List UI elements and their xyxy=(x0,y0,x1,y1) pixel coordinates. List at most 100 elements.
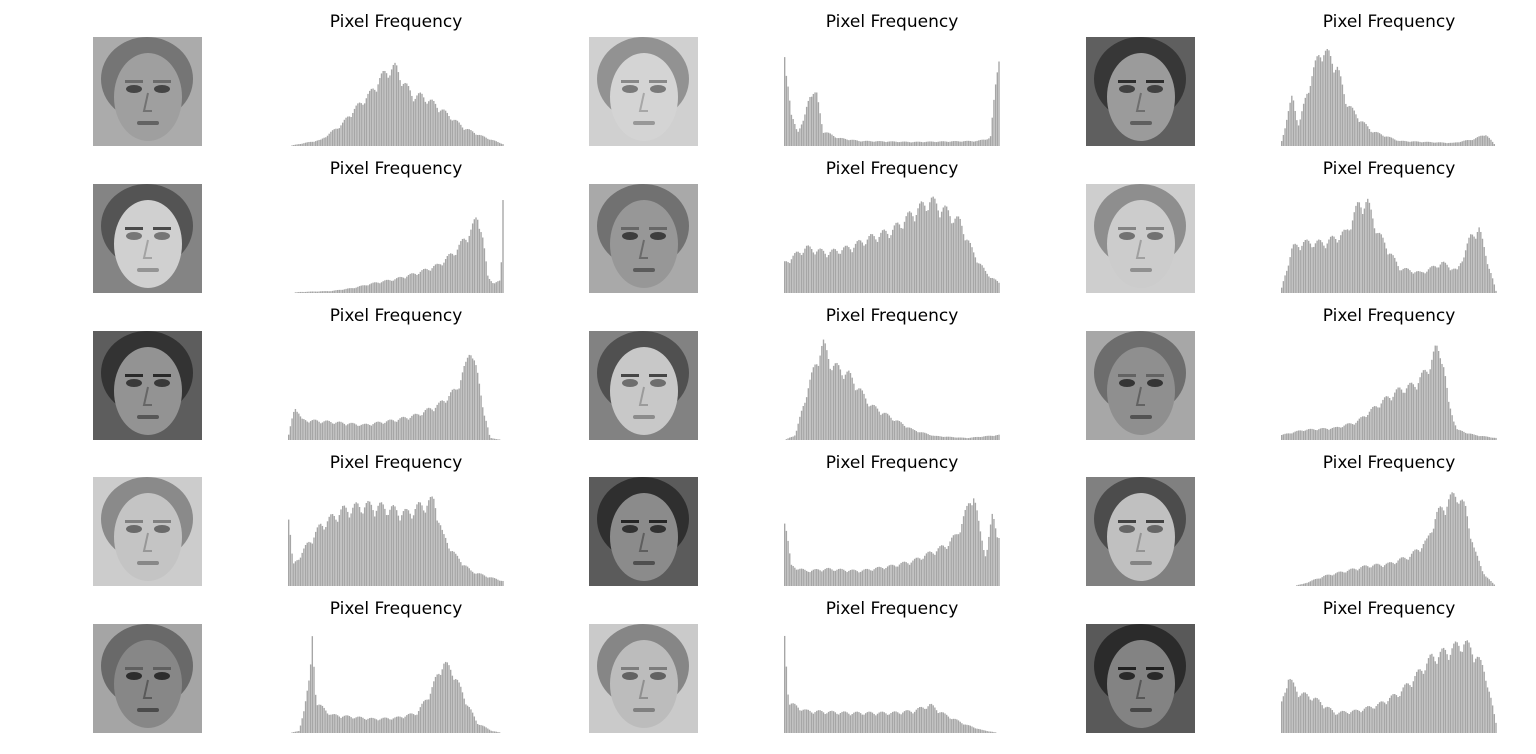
histogram-bar xyxy=(903,141,906,146)
histogram-title: Pixel Frequency xyxy=(1322,159,1456,179)
histogram-bar xyxy=(502,144,504,146)
histogram-bar xyxy=(851,377,853,440)
histogram-bar xyxy=(893,565,896,586)
face-eye-right xyxy=(1147,232,1163,240)
histogram-bar xyxy=(873,713,875,733)
histogram-bar xyxy=(463,129,465,146)
histogram-bar xyxy=(1400,557,1403,586)
histogram-bar xyxy=(428,500,430,586)
histogram-bar xyxy=(1282,696,1285,733)
histogram-bar xyxy=(1346,229,1349,293)
histogram-bar xyxy=(1394,257,1396,293)
histogram-bar xyxy=(929,202,931,293)
histogram-bar xyxy=(859,240,862,293)
histogram-bar xyxy=(1436,511,1438,586)
histogram-bar xyxy=(473,219,476,293)
histogram-bar xyxy=(853,383,855,440)
histogram-bar xyxy=(488,139,491,146)
histogram-bar xyxy=(365,423,368,440)
histogram-bar xyxy=(456,249,459,293)
histogram-bar xyxy=(944,547,946,586)
histogram-bar xyxy=(406,83,408,146)
histogram-bar xyxy=(993,99,995,146)
histogram-bar xyxy=(1291,679,1293,733)
histogram-bar xyxy=(989,524,992,586)
histogram-bar xyxy=(922,707,924,733)
histogram-bar xyxy=(1380,134,1382,146)
histogram-bar xyxy=(998,282,1000,293)
histogram-bar xyxy=(401,417,403,440)
histogram-bar xyxy=(979,437,982,440)
histogram-bar xyxy=(1356,570,1359,586)
histogram-bar xyxy=(328,133,330,146)
face-eye-right xyxy=(154,525,170,533)
histogram-bar xyxy=(817,710,820,733)
histogram-bar xyxy=(461,372,464,440)
histogram-bar xyxy=(358,102,361,146)
histogram-bar xyxy=(1319,57,1322,146)
histogram-bar xyxy=(465,361,467,440)
histogram-bar xyxy=(1395,695,1398,733)
histogram-bar xyxy=(1405,683,1408,733)
histogram-bar xyxy=(1476,656,1479,733)
histogram-bar xyxy=(338,515,341,586)
histogram-bar xyxy=(465,565,467,586)
histogram-bar xyxy=(468,354,470,440)
histogram-bar xyxy=(475,134,477,146)
histogram-bar xyxy=(412,714,415,733)
histogram-bar xyxy=(1414,386,1416,440)
histogram-bar xyxy=(1493,584,1496,586)
histogram-bar xyxy=(434,508,437,586)
histogram-bar xyxy=(991,731,993,733)
histogram-bar xyxy=(1432,351,1435,440)
histogram-bar xyxy=(1356,709,1359,733)
histogram-bar xyxy=(288,434,290,440)
histogram-bar xyxy=(335,128,337,146)
histogram-bar xyxy=(345,715,347,733)
histogram-bar xyxy=(429,693,432,733)
histogram-bar xyxy=(973,141,975,146)
histogram-bar xyxy=(1338,571,1340,586)
histogram-bar xyxy=(294,731,297,733)
histogram-bar xyxy=(304,701,307,733)
histogram-bar xyxy=(954,534,956,586)
histogram-bar xyxy=(353,503,356,586)
histogram-bar xyxy=(1481,665,1484,733)
histogram-bar xyxy=(1456,502,1458,586)
histogram-bar xyxy=(1309,85,1312,146)
histogram-bar xyxy=(807,100,810,146)
histogram-bar xyxy=(470,355,472,440)
histogram-bar xyxy=(426,269,428,293)
histogram-bar xyxy=(1456,642,1458,733)
histogram-bar xyxy=(930,435,933,440)
histogram-bar xyxy=(342,505,344,586)
histogram-bar xyxy=(465,129,467,146)
histogram-bar xyxy=(1382,399,1384,440)
histogram-bar xyxy=(377,84,379,146)
histogram-bar xyxy=(1461,430,1463,440)
histogram-bar xyxy=(989,277,992,293)
histogram-bar xyxy=(843,247,845,293)
histogram-bar xyxy=(1308,240,1310,293)
face-image xyxy=(589,331,698,440)
histogram-bar xyxy=(411,713,413,733)
histogram-bar xyxy=(301,552,303,586)
histogram-bar xyxy=(1410,686,1413,733)
histogram-bar xyxy=(878,566,880,586)
histogram-bar xyxy=(480,573,482,586)
histogram-bar xyxy=(1443,647,1445,733)
histogram-bar xyxy=(375,91,378,146)
histogram-bar xyxy=(866,140,869,146)
histogram-bar xyxy=(293,145,295,146)
histogram-bar xyxy=(993,435,995,440)
face-nose xyxy=(142,386,152,406)
histogram-bar xyxy=(939,217,941,293)
histogram-bar xyxy=(912,713,914,733)
histogram-bar xyxy=(1453,421,1455,440)
histogram-bar xyxy=(316,291,319,293)
histogram-bar xyxy=(336,715,339,733)
histogram-bar xyxy=(846,245,848,293)
histogram-bar xyxy=(333,423,335,440)
histogram-bar xyxy=(1424,141,1426,146)
histogram-bar xyxy=(1341,231,1344,293)
